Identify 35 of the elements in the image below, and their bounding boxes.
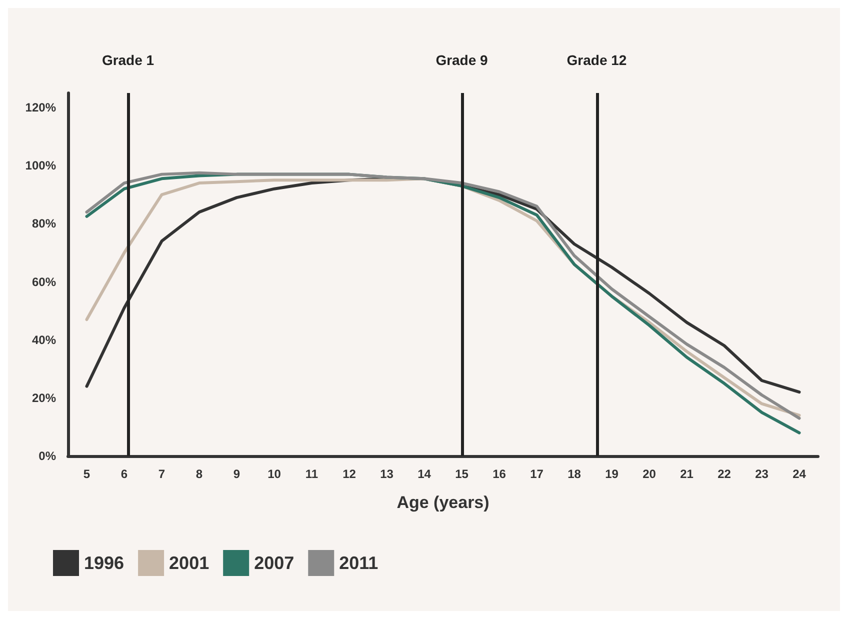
x-tick-label: 15 bbox=[455, 467, 469, 481]
y-tick-label: 120% bbox=[25, 100, 56, 115]
x-tick-label: 20 bbox=[642, 467, 656, 481]
x-tick-label: 12 bbox=[342, 467, 356, 481]
x-tick-label: 7 bbox=[158, 467, 166, 481]
y-tick-label: 20% bbox=[32, 390, 56, 405]
y-tick-label: 40% bbox=[32, 332, 56, 347]
ref-line-label: Grade 9 bbox=[436, 52, 488, 68]
legend-label: 2007 bbox=[254, 553, 294, 573]
x-axis-title: Age (years) bbox=[396, 493, 490, 512]
x-tick-label: 22 bbox=[718, 467, 732, 481]
x-tick-label: 17 bbox=[530, 467, 544, 481]
x-tick-label: 11 bbox=[305, 467, 318, 481]
x-tick-label: 8 bbox=[196, 467, 203, 481]
x-tick-label: 10 bbox=[268, 467, 282, 481]
ref-line-label: Grade 12 bbox=[566, 52, 627, 68]
x-tick-label: 18 bbox=[568, 467, 582, 481]
ref-line-label: Grade 1 bbox=[102, 52, 154, 68]
x-tick-label: 13 bbox=[380, 467, 394, 481]
legend-label: 2011 bbox=[339, 553, 378, 573]
y-tick-label: 0% bbox=[38, 449, 56, 463]
x-tick-label: 14 bbox=[418, 467, 432, 481]
x-tick-label: 6 bbox=[120, 467, 128, 481]
legend-label: 2001 bbox=[169, 553, 210, 573]
y-tick-label: 80% bbox=[32, 216, 56, 231]
x-tick-label: 19 bbox=[605, 467, 619, 481]
y-tick-label: 100% bbox=[25, 158, 56, 173]
x-tick-label: 24 bbox=[792, 467, 806, 481]
x-tick-label: 23 bbox=[755, 467, 769, 481]
x-tick-label: 9 bbox=[233, 467, 240, 481]
x-tick-label: 16 bbox=[492, 467, 506, 481]
legend-label: 1996 bbox=[84, 553, 124, 573]
y-tick-label: 60% bbox=[32, 274, 56, 289]
x-tick-label: 5 bbox=[83, 467, 90, 481]
x-tick-label: 21 bbox=[680, 467, 694, 481]
